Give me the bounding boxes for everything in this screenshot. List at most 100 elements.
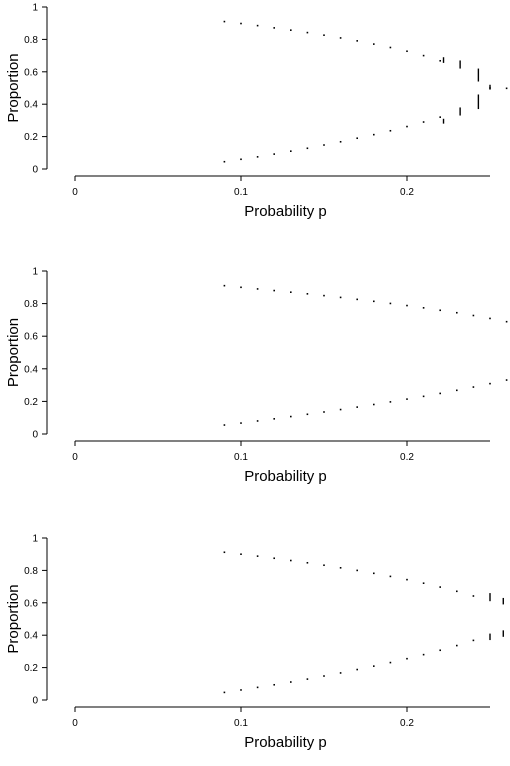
data-point-2-1-12 xyxy=(422,395,425,398)
data-point-3-1-0 xyxy=(223,691,226,694)
data-point-1-1-7 xyxy=(339,140,342,143)
x-axis-title-2: Probability p xyxy=(244,468,327,485)
data-point-2-1-4 xyxy=(290,415,292,418)
y-tick-label-2-3: 0.6 xyxy=(24,332,38,343)
x-tick-label-2-2: 0.2 xyxy=(400,452,414,463)
data-point-2-0-7 xyxy=(339,296,342,299)
data-point-3-1-11 xyxy=(406,657,408,660)
y-tick-label-2-0: 0 xyxy=(32,430,38,441)
data-point-3-1-8 xyxy=(356,668,358,671)
data-point-3-1-14 xyxy=(456,644,458,647)
y-tick-label-1-4: 0.8 xyxy=(24,35,38,46)
y-tick-label-1-1: 0.2 xyxy=(24,132,38,143)
y-axis-title-2: Proportion xyxy=(5,318,22,387)
y-axis-title-1: Proportion xyxy=(5,53,22,122)
data-point-2-0-0 xyxy=(223,284,226,287)
data-point-2-1-2 xyxy=(256,420,259,422)
data-point-2-1-17 xyxy=(505,379,508,381)
data-point-2-1-0 xyxy=(223,424,226,426)
data-point-1-0-0 xyxy=(223,20,226,23)
data-point-3-0-5 xyxy=(306,561,309,564)
y-tick-label-2-1: 0.2 xyxy=(24,397,38,408)
data-point-2-1-11 xyxy=(406,398,408,400)
data-point-1-1-0 xyxy=(223,160,226,163)
data-point-2-0-12 xyxy=(422,307,425,309)
data-point-2-0-11 xyxy=(406,304,408,307)
data-point-2-1-3 xyxy=(273,418,275,420)
y-tick-label-3-2: 0.4 xyxy=(24,631,38,642)
data-point-1-0-6 xyxy=(323,34,325,36)
data-point-2-1-9 xyxy=(373,403,375,406)
data-point-2-1-13 xyxy=(439,392,441,395)
y-tick-label-2-4: 0.8 xyxy=(24,299,38,310)
data-point-1-1-5 xyxy=(306,147,309,150)
data-point-1-1-10 xyxy=(389,129,392,132)
data-point-3-0-7 xyxy=(339,567,342,569)
data-point-2-1-1 xyxy=(240,422,242,424)
data-point-1-0-10 xyxy=(389,46,392,49)
x-axis-title-1: Probability p xyxy=(244,203,327,220)
data-point-2-0-1 xyxy=(240,286,242,289)
data-point-1-1-2 xyxy=(256,156,259,158)
data-point-3-0-2 xyxy=(256,555,259,557)
y-tick-label-3-4: 0.8 xyxy=(24,566,38,577)
x-tick-label-1-1: 0.1 xyxy=(234,187,248,198)
data-point-1-0-7 xyxy=(339,37,342,39)
data-point-3-0-8 xyxy=(356,569,358,572)
data-point-3-0-14 xyxy=(456,590,458,593)
data-point-2-0-16 xyxy=(489,317,491,320)
x-axis-title-3: Probability p xyxy=(244,734,327,751)
data-point-3-0-9 xyxy=(373,572,375,575)
data-point-2-0-15 xyxy=(472,314,475,317)
data-point-3-1-15 xyxy=(472,639,475,642)
data-point-3-1-9 xyxy=(373,665,375,667)
data-point-2-1-6 xyxy=(323,411,325,413)
y-tick-label-1-3: 0.6 xyxy=(24,67,38,78)
data-point-3-1-6 xyxy=(323,675,325,677)
x-tick-label-2-0: 0 xyxy=(72,452,78,463)
x-tick-label-3-2: 0.2 xyxy=(400,718,414,729)
data-point-1-1-8 xyxy=(356,137,358,140)
data-point-1-0-3 xyxy=(273,27,275,29)
data-point-3-0-4 xyxy=(290,559,292,562)
data-point-1-0-13 xyxy=(439,59,441,62)
data-point-2-0-6 xyxy=(323,294,325,297)
x-tick-label-2-1: 0.1 xyxy=(234,452,248,463)
data-point-1-1-9 xyxy=(373,133,375,136)
data-point-3-1-3 xyxy=(273,683,275,686)
data-point-2-1-14 xyxy=(456,389,458,392)
data-point-2-0-3 xyxy=(273,289,275,292)
data-point-1-0-2 xyxy=(256,24,259,27)
data-point-1-1-4 xyxy=(290,150,292,152)
data-point-3-1-13 xyxy=(439,649,441,652)
data-point-2-1-16 xyxy=(489,382,491,385)
data-point-2-0-2 xyxy=(256,288,259,290)
data-point-3-1-5 xyxy=(306,678,309,680)
data-point-3-0-3 xyxy=(273,557,275,560)
y-tick-label-3-5: 1 xyxy=(32,534,38,545)
data-point-2-0-10 xyxy=(389,302,392,305)
data-point-1-1-1 xyxy=(240,158,242,161)
data-point-2-0-9 xyxy=(373,300,375,303)
y-tick-label-3-1: 0.2 xyxy=(24,663,38,674)
x-tick-label-3-1: 0.1 xyxy=(234,718,248,729)
data-point-1-1-13 xyxy=(439,116,441,118)
data-point-3-0-1 xyxy=(240,553,242,555)
data-point-3-0-0 xyxy=(223,551,226,554)
data-point-1-1-12 xyxy=(422,121,425,123)
data-point-3-1-4 xyxy=(290,681,292,683)
data-point-3-0-10 xyxy=(389,575,392,578)
data-point-3-1-7 xyxy=(339,672,342,674)
y-axis-title-3: Proportion xyxy=(5,584,22,653)
y-tick-label-1-0: 0 xyxy=(32,165,38,176)
data-point-3-0-13 xyxy=(439,586,441,588)
data-point-2-1-10 xyxy=(389,401,392,403)
data-point-2-1-7 xyxy=(339,408,342,411)
data-point-1-0-5 xyxy=(306,31,309,34)
data-point-2-0-14 xyxy=(456,311,458,314)
data-point-2-0-17 xyxy=(505,320,508,323)
data-point-2-1-5 xyxy=(306,413,309,416)
data-point-1-1-6 xyxy=(323,144,325,146)
data-point-2-1-15 xyxy=(472,386,475,388)
